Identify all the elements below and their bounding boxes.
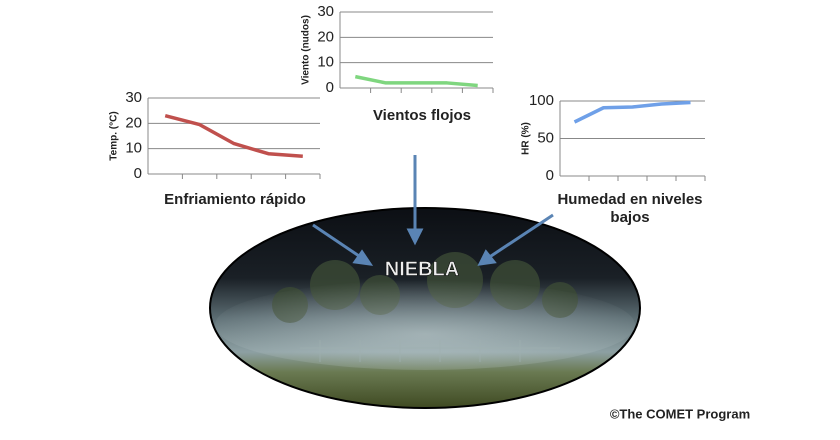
arrows	[312, 155, 554, 266]
fog	[215, 280, 635, 370]
y-axis-label: Viento (nudos)	[301, 15, 312, 85]
y-tick-label: 20	[125, 114, 142, 131]
caption: Vientos flojos	[372, 107, 472, 124]
y-tick-label: 100	[529, 92, 554, 109]
y-axis-label: HR (%)	[521, 122, 532, 155]
caption: Enfriamiento rápido	[164, 191, 306, 208]
y-tick-label: 0	[326, 79, 334, 96]
y-tick-label: 10	[317, 54, 334, 71]
y-tick-label: 0	[134, 165, 142, 182]
line	[354, 74, 478, 88]
y-tick-label: 10	[125, 140, 142, 157]
y-tick-label: 30	[317, 3, 334, 20]
y-axis-label: Temp. (°C)	[109, 111, 120, 160]
caption: Humedad en niveles bajos	[557, 191, 703, 226]
y-tick-label: 20	[317, 28, 334, 45]
line	[573, 100, 691, 124]
credit: ©The COMET Program	[610, 406, 750, 421]
fence	[300, 340, 560, 362]
line	[164, 114, 303, 159]
y-tick-label: 50	[537, 129, 554, 146]
y-tick-label: 30	[125, 89, 142, 106]
center-label: NIEBLA	[385, 258, 459, 280]
y-tick-label: 0	[546, 167, 554, 184]
